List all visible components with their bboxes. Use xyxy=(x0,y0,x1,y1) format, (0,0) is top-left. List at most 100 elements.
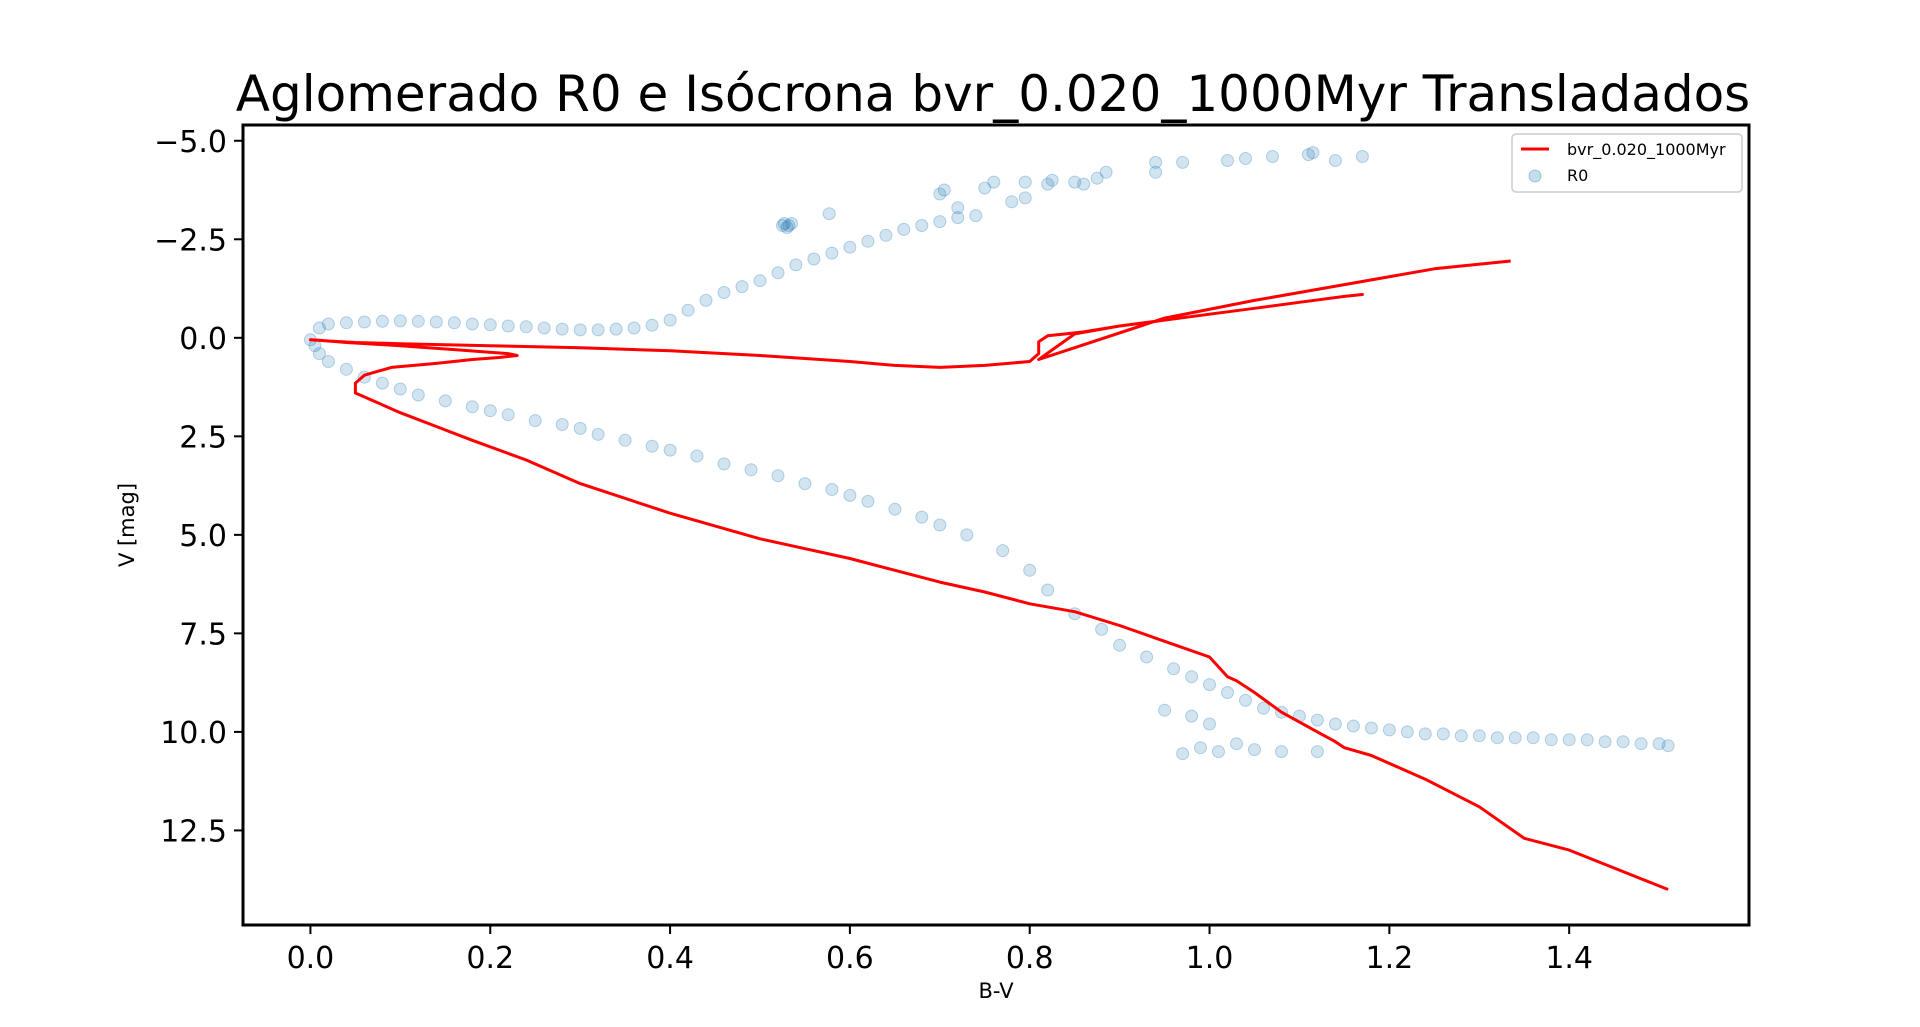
r0-point xyxy=(1167,662,1181,676)
r0-point xyxy=(1005,195,1019,209)
r0-point xyxy=(1257,701,1270,715)
r0-point xyxy=(1041,583,1055,597)
r0-point xyxy=(573,323,587,337)
legend-marker-swatch xyxy=(1528,169,1542,183)
r0-point xyxy=(1045,173,1059,187)
r0-point xyxy=(1149,155,1163,169)
legend-label-cluster: R0 xyxy=(1567,166,1588,185)
r0-point xyxy=(1203,678,1216,692)
r0-point xyxy=(1023,563,1037,577)
r0-point xyxy=(1239,693,1252,707)
x-tick-label: 0.4 xyxy=(646,941,694,976)
r0-point xyxy=(1355,150,1369,163)
x-tick-label: 1.4 xyxy=(1545,941,1593,976)
r0-point xyxy=(771,266,785,280)
r0-point xyxy=(411,314,425,328)
r0-point xyxy=(429,315,443,329)
r0-point xyxy=(519,320,533,334)
r0-point xyxy=(825,246,839,260)
r0-point xyxy=(1176,155,1190,169)
r0-point xyxy=(933,187,947,201)
r0-point xyxy=(375,314,389,328)
r0-point xyxy=(744,463,758,477)
legend-label-isochrone: bvr_0.020_1000Myr xyxy=(1567,140,1726,160)
r0-point xyxy=(501,408,515,422)
r0-point xyxy=(681,303,695,317)
r0-point xyxy=(1310,745,1324,759)
r0-point xyxy=(753,274,767,288)
r0-point xyxy=(483,318,497,332)
plot-frame xyxy=(241,123,1751,927)
r0-point xyxy=(861,494,875,508)
r0-point xyxy=(735,280,749,294)
plot-area xyxy=(303,146,1675,891)
r0-point xyxy=(1418,727,1432,741)
y-tick-label: 10.0 xyxy=(160,716,227,751)
r0-point xyxy=(1230,737,1243,751)
r0-point xyxy=(1176,747,1190,761)
r0-point xyxy=(1113,638,1127,652)
r0-point xyxy=(321,317,335,331)
x-axis: 0.0 0.2 0.4 0.6 0.8 1.0 1.2 1.4 xyxy=(287,925,1593,976)
r0-point xyxy=(951,211,965,225)
r0-point xyxy=(951,201,965,215)
y-tick-label: −5.0 xyxy=(154,125,227,160)
y-tick-label: 12.5 xyxy=(160,814,227,849)
r0-point xyxy=(1301,148,1315,162)
y-tick-label: 5.0 xyxy=(179,519,227,554)
r0-point xyxy=(1634,737,1648,751)
r0-point xyxy=(1526,731,1540,745)
r0-point xyxy=(960,528,974,542)
r0-point xyxy=(1077,177,1091,191)
r0-point xyxy=(1185,670,1199,684)
r0-point xyxy=(1306,146,1320,160)
r0-point xyxy=(591,323,605,337)
r0-point xyxy=(1099,165,1113,179)
r0-point xyxy=(937,183,951,197)
y-axis: −5.0 −2.5 0.0 2.5 5.0 7.5 10.0 12.5 xyxy=(154,125,243,849)
isochrone-line xyxy=(308,259,1669,891)
r0-point xyxy=(1041,177,1055,191)
r0-point xyxy=(1158,703,1172,717)
r0-point xyxy=(501,319,515,333)
series-r0 xyxy=(303,146,1675,761)
r0-point xyxy=(1436,727,1450,741)
r0-point xyxy=(447,316,461,330)
r0-point xyxy=(996,544,1010,558)
r0-point xyxy=(690,449,704,463)
r0-point xyxy=(537,321,551,335)
r0-point xyxy=(987,175,1001,189)
r0-point xyxy=(618,433,632,447)
r0-point xyxy=(1382,723,1396,737)
r0-point xyxy=(933,215,947,229)
r0-point xyxy=(807,252,821,266)
y-tick-label: 2.5 xyxy=(179,420,227,455)
r0-point xyxy=(1068,175,1082,189)
r0-point xyxy=(1310,713,1324,727)
r0-point xyxy=(1400,725,1414,739)
r0-point xyxy=(843,240,857,254)
r0-point xyxy=(573,421,587,435)
r0-point xyxy=(780,221,794,234)
r0-point xyxy=(1149,165,1163,179)
r0-point xyxy=(969,209,983,223)
r0-point xyxy=(1562,733,1576,747)
r0-point xyxy=(888,502,902,516)
r0-point xyxy=(555,418,569,431)
r0-point xyxy=(339,316,353,330)
r0-point xyxy=(663,443,677,457)
x-tick-label: 1.0 xyxy=(1186,941,1234,976)
r0-point xyxy=(1212,745,1225,759)
x-tick-label: 0.0 xyxy=(287,941,335,976)
y-tick-label: −2.5 xyxy=(154,223,227,258)
legend-frame xyxy=(1511,133,1743,193)
r0-point xyxy=(1275,745,1288,759)
r0-point xyxy=(822,207,836,221)
r0-point xyxy=(357,315,371,329)
r0-point xyxy=(933,518,947,532)
r0-point xyxy=(825,483,839,496)
r0-point xyxy=(1266,150,1279,163)
r0-point xyxy=(528,414,542,428)
r0-point xyxy=(1661,739,1675,753)
